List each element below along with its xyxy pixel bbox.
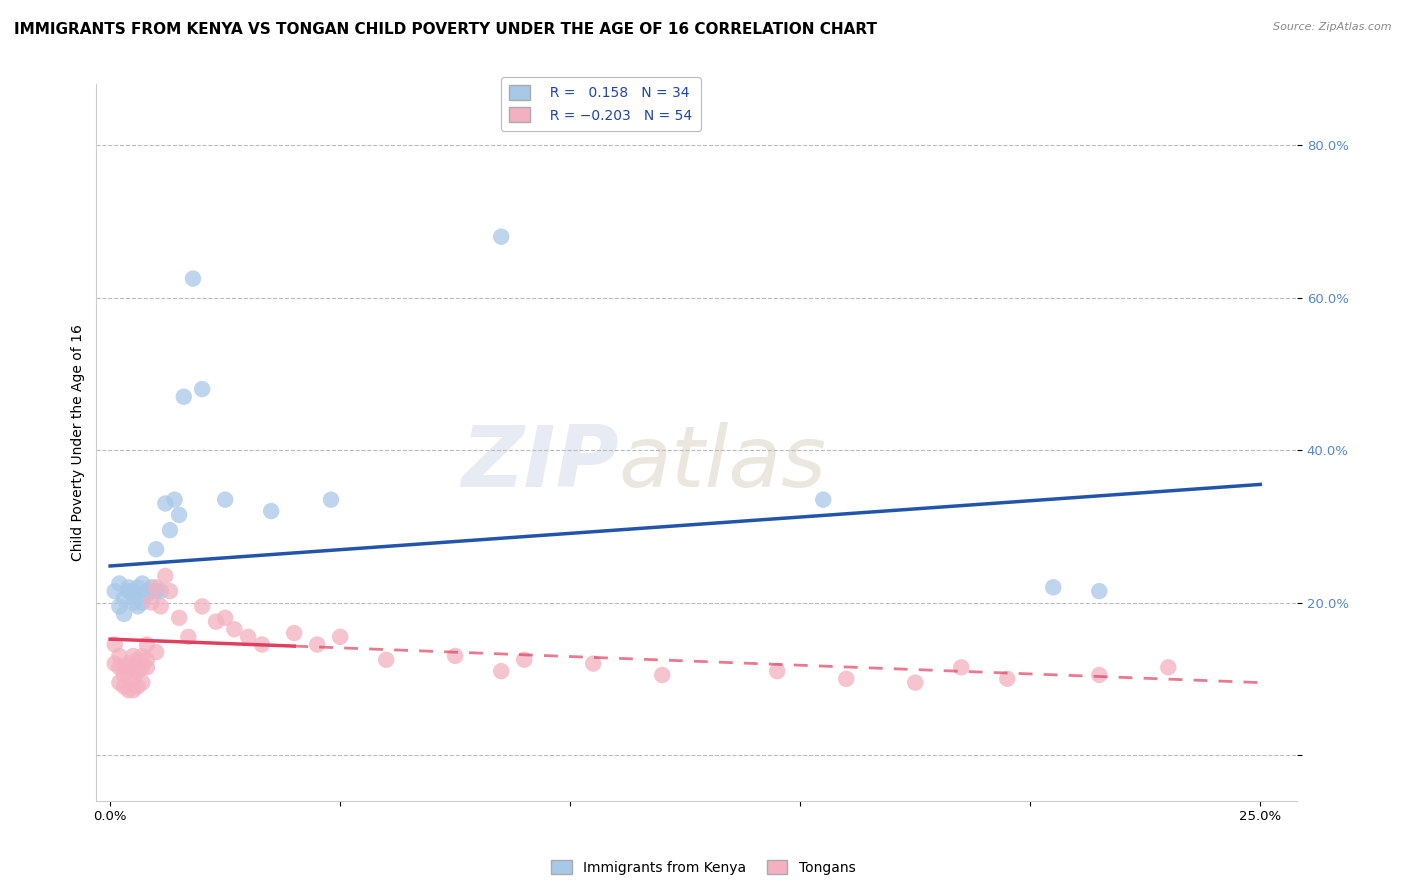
Point xyxy=(513,653,536,667)
Point xyxy=(950,660,973,674)
Point xyxy=(131,675,153,690)
Point xyxy=(122,660,145,674)
Legend:   R =   0.158   N = 34,   R = −0.203   N = 54: R = 0.158 N = 34, R = −0.203 N = 54 xyxy=(501,77,700,131)
Point xyxy=(145,542,167,557)
Point xyxy=(995,672,1018,686)
Point xyxy=(136,653,159,667)
Point xyxy=(159,584,181,599)
Point xyxy=(444,648,467,663)
Point xyxy=(122,584,145,599)
Point xyxy=(117,668,139,682)
Point xyxy=(141,596,163,610)
Point xyxy=(127,580,149,594)
Point xyxy=(131,576,153,591)
Point xyxy=(145,645,167,659)
Text: ZIP: ZIP xyxy=(461,423,619,506)
Point xyxy=(122,672,145,686)
Point xyxy=(104,657,127,671)
Point xyxy=(112,660,135,674)
Point xyxy=(224,622,246,636)
Point xyxy=(1088,584,1111,599)
Point xyxy=(122,588,145,602)
Point xyxy=(1088,668,1111,682)
Point xyxy=(214,492,236,507)
Point xyxy=(127,680,149,694)
Point xyxy=(173,390,195,404)
Point xyxy=(108,648,131,663)
Point xyxy=(149,584,172,599)
Point xyxy=(167,508,190,522)
Y-axis label: Child Poverty Under the Age of 16: Child Poverty Under the Age of 16 xyxy=(72,324,86,561)
Point xyxy=(112,680,135,694)
Point xyxy=(283,626,305,640)
Point xyxy=(131,648,153,663)
Point xyxy=(127,664,149,678)
Point xyxy=(250,638,273,652)
Point xyxy=(122,683,145,698)
Point xyxy=(122,596,145,610)
Point xyxy=(177,630,200,644)
Text: atlas: atlas xyxy=(619,423,827,506)
Point xyxy=(117,657,139,671)
Point xyxy=(127,653,149,667)
Point xyxy=(145,584,167,599)
Point xyxy=(835,672,858,686)
Point xyxy=(155,569,177,583)
Point xyxy=(766,664,789,678)
Point xyxy=(108,599,131,614)
Point xyxy=(136,584,159,599)
Point xyxy=(375,653,398,667)
Point xyxy=(136,588,159,602)
Point xyxy=(307,638,329,652)
Point xyxy=(191,382,214,396)
Point xyxy=(489,229,512,244)
Legend: Immigrants from Kenya, Tongans: Immigrants from Kenya, Tongans xyxy=(546,855,860,880)
Point xyxy=(141,580,163,594)
Point xyxy=(582,657,605,671)
Point xyxy=(813,492,835,507)
Point xyxy=(319,492,342,507)
Point xyxy=(214,611,236,625)
Point xyxy=(108,660,131,674)
Point xyxy=(1042,580,1064,594)
Point xyxy=(651,668,673,682)
Point xyxy=(329,630,352,644)
Point xyxy=(136,660,159,674)
Text: IMMIGRANTS FROM KENYA VS TONGAN CHILD POVERTY UNDER THE AGE OF 16 CORRELATION CH: IMMIGRANTS FROM KENYA VS TONGAN CHILD PO… xyxy=(14,22,877,37)
Point xyxy=(159,523,181,537)
Point xyxy=(104,638,127,652)
Point xyxy=(181,271,204,285)
Point xyxy=(108,675,131,690)
Point xyxy=(145,580,167,594)
Point xyxy=(112,607,135,621)
Point xyxy=(112,668,135,682)
Point xyxy=(117,683,139,698)
Point xyxy=(127,599,149,614)
Point xyxy=(136,638,159,652)
Point xyxy=(260,504,283,518)
Point xyxy=(122,648,145,663)
Point xyxy=(163,492,186,507)
Point xyxy=(108,576,131,591)
Point xyxy=(155,496,177,510)
Point xyxy=(104,584,127,599)
Point xyxy=(904,675,927,690)
Point xyxy=(117,580,139,594)
Point xyxy=(112,591,135,606)
Point xyxy=(131,660,153,674)
Point xyxy=(117,584,139,599)
Point xyxy=(1157,660,1180,674)
Point xyxy=(149,599,172,614)
Text: Source: ZipAtlas.com: Source: ZipAtlas.com xyxy=(1274,22,1392,32)
Point xyxy=(205,615,228,629)
Point xyxy=(131,596,153,610)
Point xyxy=(238,630,260,644)
Point xyxy=(191,599,214,614)
Point xyxy=(489,664,512,678)
Point xyxy=(167,611,190,625)
